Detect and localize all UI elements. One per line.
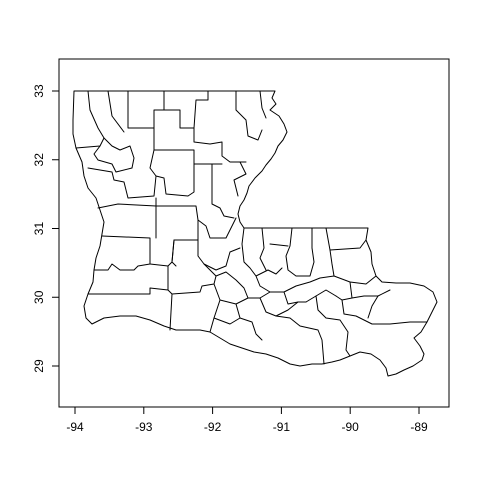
parish-boundary bbox=[171, 239, 177, 267]
parish-boundary bbox=[87, 149, 157, 199]
parish-boundary bbox=[127, 90, 209, 129]
parish-boundary bbox=[93, 145, 133, 173]
parish-boundary bbox=[259, 297, 307, 317]
parish-boundary bbox=[211, 163, 235, 219]
parish-boundary bbox=[193, 127, 247, 163]
x-tick-label: -92 bbox=[204, 420, 222, 434]
parish-boundary bbox=[155, 163, 195, 197]
parish-boundary bbox=[155, 205, 237, 239]
parish-boundary bbox=[283, 291, 299, 305]
parish-boundary bbox=[269, 243, 289, 247]
parish-boundary bbox=[197, 219, 241, 271]
parish-boundary bbox=[275, 315, 325, 365]
parish-boundary bbox=[349, 281, 353, 299]
parish-boundary bbox=[93, 263, 151, 271]
parish-boundary bbox=[241, 227, 283, 277]
y-tick-label: 31 bbox=[32, 222, 46, 236]
parish-boundary bbox=[233, 161, 247, 197]
y-tick-label: 29 bbox=[32, 359, 46, 373]
parish-boundary bbox=[169, 293, 173, 331]
parish-boundary bbox=[315, 295, 351, 357]
x-tick-label: -94 bbox=[66, 420, 84, 434]
parish-boundary bbox=[255, 275, 377, 293]
parish-boundary bbox=[341, 299, 428, 325]
parish-boundary bbox=[235, 90, 263, 141]
parish-boundary bbox=[329, 239, 367, 251]
x-tick-label: -93 bbox=[135, 420, 153, 434]
parish-boundary bbox=[259, 90, 267, 119]
x-tick-label: -90 bbox=[342, 420, 360, 434]
y-tick-label: 32 bbox=[32, 153, 46, 167]
x-axis: -94 -93 -92 -91 -90 -89 bbox=[66, 406, 428, 434]
state-outline bbox=[72, 90, 438, 377]
parish-boundary bbox=[107, 90, 125, 133]
parish-boundary bbox=[335, 289, 391, 301]
x-tick-label: -91 bbox=[273, 420, 291, 434]
parish-boundary bbox=[213, 317, 241, 325]
parish-boundary bbox=[259, 227, 267, 271]
parish-boundary bbox=[209, 283, 221, 333]
parish-boundary bbox=[87, 263, 217, 295]
parish-boundary bbox=[285, 227, 315, 277]
x-tick-label: -89 bbox=[410, 420, 428, 434]
y-axis: 29 30 31 32 33 bbox=[32, 84, 60, 373]
parish-boundary bbox=[305, 289, 337, 303]
y-tick-label: 30 bbox=[32, 290, 46, 304]
parish-boundary bbox=[367, 295, 379, 319]
y-tick-label: 33 bbox=[32, 84, 46, 98]
parish-boundary bbox=[97, 197, 157, 209]
parish-boundary bbox=[153, 127, 223, 165]
parish-boundary bbox=[235, 303, 263, 341]
parish-boundaries bbox=[75, 90, 428, 365]
parish-boundary bbox=[325, 227, 335, 277]
parish-boundary bbox=[87, 90, 135, 169]
